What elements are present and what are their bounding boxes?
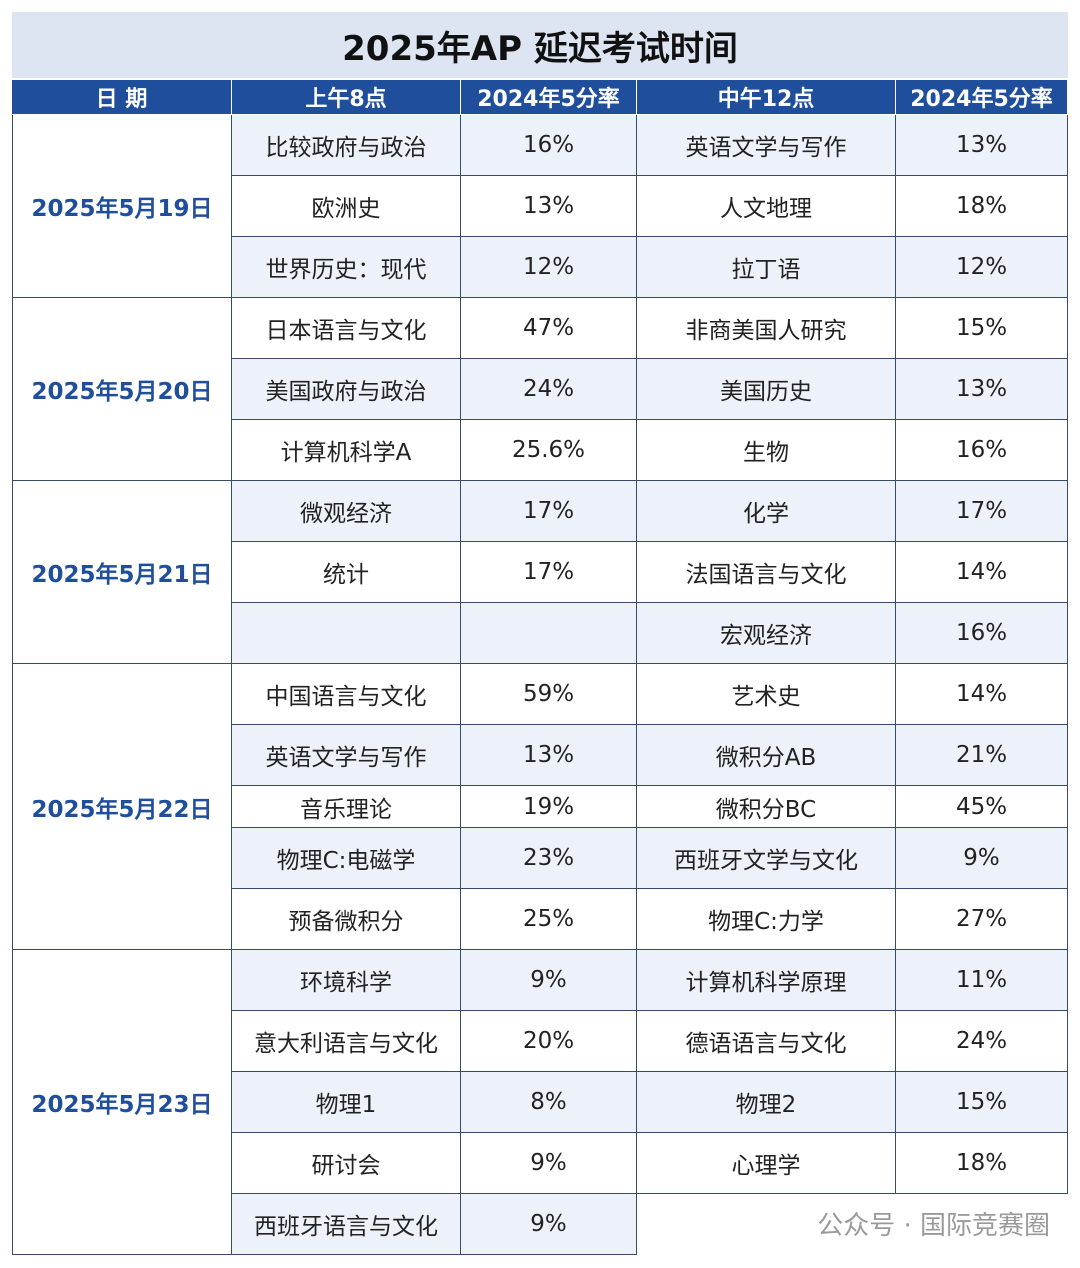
subject-cell: 日本语言与文化 (232, 298, 461, 359)
date-cell: 2025年5月19日 (12, 115, 232, 298)
rate-cell: 13% (896, 115, 1068, 176)
subject-cell: 研讨会 (232, 1133, 461, 1194)
rate-cell: 16% (896, 420, 1068, 481)
rate-cell: 45% (896, 786, 1068, 828)
subject-cell: 法国语言与文化 (637, 542, 896, 603)
subject-cell: 微观经济 (232, 481, 461, 542)
subject-cell: 生物 (637, 420, 896, 481)
rate-cell: 47% (461, 298, 637, 359)
rate-cell: 9% (896, 828, 1068, 889)
rate-cell: 21% (896, 725, 1068, 786)
subject-cell: 计算机科学原理 (637, 950, 896, 1011)
rate-cell: 15% (896, 1072, 1068, 1133)
rate-cell: 15% (896, 298, 1068, 359)
subject-cell: 微积分BC (637, 786, 896, 828)
rate-cell: 13% (461, 176, 637, 237)
rate-cell: 12% (896, 237, 1068, 298)
rate-cell: 13% (896, 359, 1068, 420)
subject-cell: 物理C:电磁学 (232, 828, 461, 889)
rate-cell: 11% (896, 950, 1068, 1011)
rate-cell: 9% (461, 950, 637, 1011)
rate-cell (461, 603, 637, 664)
rate-cell: 17% (461, 542, 637, 603)
subject-cell: 英语文学与写作 (637, 115, 896, 176)
rate-cell: 9% (461, 1194, 637, 1255)
subject-cell: 西班牙语言与文化 (232, 1194, 461, 1255)
rate-cell: 25% (461, 889, 637, 950)
header-cell: 2024年5分率 (896, 80, 1068, 115)
subject-cell (232, 603, 461, 664)
subject-cell: 西班牙文学与文化 (637, 828, 896, 889)
subject-cell: 统计 (232, 542, 461, 603)
subject-cell: 物理2 (637, 1072, 896, 1133)
date-cell: 2025年5月20日 (12, 298, 232, 481)
rate-cell: 24% (896, 1011, 1068, 1072)
subject-cell: 世界历史：现代 (232, 237, 461, 298)
subject-cell: 美国历史 (637, 359, 896, 420)
subject-cell: 比较政府与政治 (232, 115, 461, 176)
rate-cell: 20% (461, 1011, 637, 1072)
rate-cell: 19% (461, 786, 637, 828)
rate-cell: 23% (461, 828, 637, 889)
date-cell: 2025年5月22日 (12, 664, 232, 950)
subject-cell: 物理1 (232, 1072, 461, 1133)
subject-cell: 中国语言与文化 (232, 664, 461, 725)
subject-cell: 微积分AB (637, 725, 896, 786)
rate-cell: 59% (461, 664, 637, 725)
date-cell: 2025年5月21日 (12, 481, 232, 664)
rate-cell: 17% (896, 481, 1068, 542)
subject-cell: 艺术史 (637, 664, 896, 725)
subject-cell: 物理C:力学 (637, 889, 896, 950)
rate-cell: 18% (896, 1133, 1068, 1194)
rate-cell: 9% (461, 1133, 637, 1194)
rate-cell: 14% (896, 664, 1068, 725)
subject-cell: 人文地理 (637, 176, 896, 237)
rate-cell: 17% (461, 481, 637, 542)
rate-cell: 8% (461, 1072, 637, 1133)
subject-cell: 非商美国人研究 (637, 298, 896, 359)
subject-cell: 化学 (637, 481, 896, 542)
subject-cell: 环境科学 (232, 950, 461, 1011)
header-cell: 2024年5分率 (461, 80, 637, 115)
rate-cell: 16% (461, 115, 637, 176)
rate-cell: 12% (461, 237, 637, 298)
header-cell: 中午12点 (637, 80, 896, 115)
subject-cell: 美国政府与政治 (232, 359, 461, 420)
table-title: 2025年AP 延迟考试时间 (12, 12, 1068, 78)
subject-cell: 计算机科学A (232, 420, 461, 481)
rate-cell: 16% (896, 603, 1068, 664)
subject-cell: 拉丁语 (637, 237, 896, 298)
subject-cell: 意大利语言与文化 (232, 1011, 461, 1072)
rate-cell: 18% (896, 176, 1068, 237)
subject-cell: 预备微积分 (232, 889, 461, 950)
rate-cell: 25.6% (461, 420, 637, 481)
subject-cell: 德语语言与文化 (637, 1011, 896, 1072)
rate-cell: 24% (461, 359, 637, 420)
subject-cell: 宏观经济 (637, 603, 896, 664)
rate-cell: 13% (461, 725, 637, 786)
watermark: 公众号 · 国际竞赛圈 (817, 1211, 1050, 1241)
subject-cell: 英语文学与写作 (232, 725, 461, 786)
header-cell: 日 期 (12, 80, 232, 115)
rate-cell: 14% (896, 542, 1068, 603)
subject-cell: 欧洲史 (232, 176, 461, 237)
rate-cell: 27% (896, 889, 1068, 950)
subject-cell: 心理学 (637, 1133, 896, 1194)
date-cell: 2025年5月23日 (12, 950, 232, 1255)
subject-cell: 音乐理论 (232, 786, 461, 828)
header-cell: 上午8点 (232, 80, 461, 115)
